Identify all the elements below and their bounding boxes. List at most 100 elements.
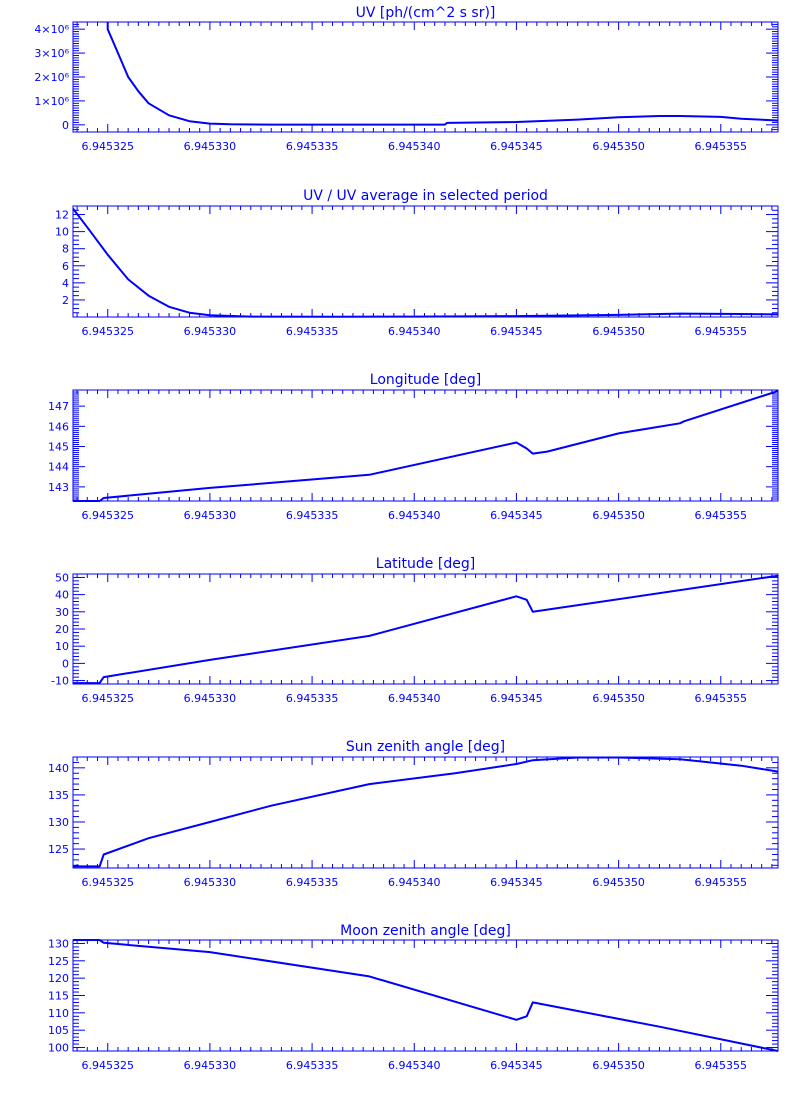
y-tick-label: 40 — [55, 589, 69, 602]
axis-ticks — [73, 939, 778, 1052]
x-tick-label: 6.945340 — [388, 325, 441, 338]
x-tick-label: 6.945350 — [592, 1059, 645, 1072]
panel-longitude: Longitude [deg] 143 144 145 146 147 6.94… — [48, 372, 779, 522]
y-tick-label: 105 — [48, 1024, 69, 1037]
y-tick-label: 0 — [62, 657, 69, 670]
x-tick-label: 6.945340 — [388, 876, 441, 889]
x-axis-labels: 6.945325 6.945330 6.945335 6.945340 6.94… — [81, 876, 747, 889]
x-tick-label: 6.945345 — [490, 325, 543, 338]
x-axis-labels: 6.945325 6.945330 6.945335 6.945340 6.94… — [81, 1059, 747, 1072]
y-tick-label: 12 — [55, 209, 69, 222]
panel-sun-zenith: Sun zenith angle [deg] 125 130 135 140 6… — [48, 739, 779, 889]
series-line — [72, 207, 779, 318]
x-tick-label: 6.945340 — [388, 692, 441, 705]
series-line — [73, 390, 779, 502]
y-tick-label: 115 — [48, 990, 69, 1003]
axis-ticks — [73, 389, 778, 502]
x-tick-label: 6.945340 — [388, 140, 441, 153]
panel-latitude: Latitude [deg] -10 0 10 20 30 40 50 6.94… — [51, 556, 779, 705]
panel-title: UV [ph/(cm^2 s sr)] — [356, 5, 496, 21]
x-tick-label: 6.945345 — [490, 876, 543, 889]
x-tick-label: 6.945345 — [490, 140, 543, 153]
x-tick-label: 6.945335 — [286, 509, 339, 522]
plot-frame — [72, 389, 779, 502]
y-tick-label: 146 — [48, 420, 69, 433]
x-tick-label: 6.945330 — [184, 509, 237, 522]
y-tick-label: 10 — [55, 226, 69, 239]
x-tick-label: 6.945325 — [81, 692, 134, 705]
x-tick-label: 6.945345 — [490, 1059, 543, 1072]
y-tick-label: 100 — [48, 1042, 69, 1055]
y-tick-label: 143 — [48, 481, 69, 494]
x-tick-label: 6.945350 — [592, 509, 645, 522]
x-tick-label: 6.945355 — [695, 876, 748, 889]
x-axis-labels: 6.945325 6.945330 6.945335 6.945340 6.94… — [81, 140, 747, 153]
panel-moon-zenith: Moon zenith angle [deg] 100 105 110 115 … — [48, 923, 779, 1072]
x-tick-label: 6.945350 — [592, 692, 645, 705]
x-tick-label: 6.945335 — [286, 876, 339, 889]
x-tick-label: 6.945325 — [81, 876, 134, 889]
x-axis-labels: 6.945325 6.945330 6.945335 6.945340 6.94… — [81, 509, 747, 522]
x-tick-label: 6.945355 — [695, 325, 748, 338]
x-tick-label: 6.945325 — [81, 1059, 134, 1072]
x-tick-label: 6.945350 — [592, 140, 645, 153]
x-tick-label: 6.945355 — [695, 692, 748, 705]
plot-frame — [72, 756, 779, 869]
y-tick-label: 20 — [55, 623, 69, 636]
x-tick-label: 6.945335 — [286, 325, 339, 338]
y-tick-label: 125 — [48, 843, 69, 856]
y-tick-label: 10 — [55, 640, 69, 653]
y-tick-label: 8 — [62, 243, 69, 256]
x-axis-labels: 6.945325 6.945330 6.945335 6.945340 6.94… — [81, 692, 747, 705]
y-tick-label: 130 — [48, 937, 69, 950]
x-tick-label: 6.945340 — [388, 1059, 441, 1072]
y-tick-label: 2 — [62, 294, 69, 307]
panel-uv-ratio: UV / UV average in selected period 2 4 6… — [55, 188, 779, 338]
y-axis-labels: -10 0 10 20 30 40 50 — [51, 571, 69, 687]
x-tick-label: 6.945345 — [490, 692, 543, 705]
x-tick-label: 6.945330 — [184, 1059, 237, 1072]
y-tick-label: -10 — [51, 675, 69, 688]
panel-uv: UV [ph/(cm^2 s sr)] 0 1×10⁶ 2×10⁶ 3×10⁶ … — [34, 5, 779, 153]
y-axis-labels: 0 1×10⁶ 2×10⁶ 3×10⁶ 4×10⁶ — [34, 23, 69, 132]
x-tick-label: 6.945340 — [388, 509, 441, 522]
x-tick-label: 6.945345 — [490, 509, 543, 522]
panel-title: Latitude [deg] — [376, 556, 475, 572]
y-tick-label: 50 — [55, 571, 69, 584]
x-tick-label: 6.945355 — [695, 140, 748, 153]
panel-title: UV / UV average in selected period — [303, 188, 548, 204]
x-tick-label: 6.945350 — [592, 325, 645, 338]
y-tick-label: 30 — [55, 606, 69, 619]
y-tick-label: 1×10⁶ — [34, 95, 69, 108]
y-tick-label: 2×10⁶ — [34, 71, 69, 84]
y-tick-label: 4×10⁶ — [34, 23, 69, 36]
y-tick-label: 110 — [48, 1007, 69, 1020]
x-axis-labels: 6.945325 6.945330 6.945335 6.945340 6.94… — [81, 325, 747, 338]
y-axis-labels: 143 144 145 146 147 — [48, 400, 69, 494]
x-tick-label: 6.945325 — [81, 140, 134, 153]
x-tick-label: 6.945335 — [286, 140, 339, 153]
y-axis-labels: 125 130 135 140 — [48, 762, 69, 856]
y-tick-label: 125 — [48, 955, 69, 968]
series-line — [73, 756, 779, 868]
x-tick-label: 6.945330 — [184, 325, 237, 338]
y-tick-label: 6 — [62, 260, 69, 273]
panel-title: Moon zenith angle [deg] — [340, 923, 511, 939]
panel-title: Sun zenith angle [deg] — [346, 739, 505, 755]
y-tick-label: 0 — [62, 119, 69, 132]
y-tick-label: 3×10⁶ — [34, 47, 69, 60]
series-line — [106, 22, 779, 126]
panel-title: Longitude [deg] — [370, 372, 481, 388]
y-axis-labels: 2 4 6 8 10 12 — [55, 209, 69, 307]
series-line — [73, 574, 779, 685]
axis-ticks — [73, 573, 778, 685]
x-tick-label: 6.945330 — [184, 876, 237, 889]
axis-ticks — [73, 756, 778, 868]
x-tick-label: 6.945355 — [695, 1059, 748, 1072]
y-tick-label: 130 — [48, 816, 69, 829]
y-tick-label: 144 — [48, 461, 69, 474]
y-tick-label: 147 — [48, 400, 69, 413]
x-tick-label: 6.945355 — [695, 509, 748, 522]
x-tick-label: 6.945325 — [81, 325, 134, 338]
